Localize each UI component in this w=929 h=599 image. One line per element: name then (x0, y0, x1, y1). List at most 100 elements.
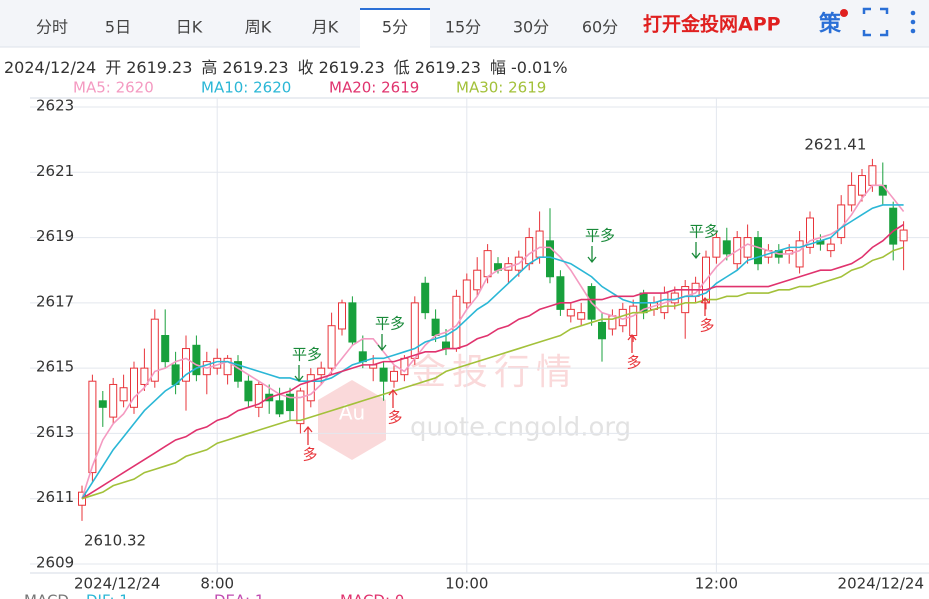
candle-body (88, 380, 97, 474)
candle-body (535, 230, 544, 258)
signal-arrow (388, 388, 398, 408)
signal-label: 平多 (375, 315, 405, 333)
info-value: 2619.23 (222, 58, 288, 77)
watermark-logo-shape (318, 380, 386, 460)
signal-label: 多 (302, 446, 317, 464)
legend-entry: MA10: 2620 (201, 79, 291, 97)
candle-body (275, 400, 284, 415)
watermark: Au 金投行情 quote.cngold.org (318, 352, 631, 460)
candle-body (670, 292, 679, 304)
candle-body (317, 367, 326, 376)
candle-body (712, 237, 721, 258)
candle-body (306, 374, 315, 402)
ma-line (81, 223, 905, 500)
y-tick-label: 2611 (36, 488, 74, 506)
signal-label: 平多 (292, 346, 322, 364)
footer: MACD DIF: 1 DEA: 1 MACD: 0 (24, 592, 404, 599)
tab[interactable]: 15分 (445, 18, 481, 37)
y-tick-label: 2617 (36, 292, 74, 310)
candle-body (296, 390, 305, 425)
signal-label: 多 (699, 317, 714, 335)
tab[interactable]: 60分 (582, 18, 618, 37)
signal-arrow (294, 365, 304, 383)
candle-body (556, 276, 565, 310)
candle-body (390, 370, 398, 382)
candle-body (795, 240, 804, 268)
info-label: 开 (105, 58, 121, 77)
candle-body (192, 344, 201, 376)
candle-body (234, 361, 242, 382)
ma-line (81, 184, 905, 499)
info-value: 2619.23 (319, 58, 385, 77)
candle-body (722, 240, 731, 255)
signal-arrow (303, 425, 313, 445)
y-tick-label: 2621 (36, 162, 74, 180)
info-label: 收 (298, 58, 314, 77)
fullscreen-icon[interactable] (862, 7, 889, 37)
y-tick-label: 2619 (36, 227, 74, 245)
candle-body (483, 250, 492, 278)
candle-body (826, 243, 835, 252)
signal-label: 多 (626, 354, 641, 372)
candle-body (546, 240, 554, 278)
info-label: 幅 (490, 58, 506, 77)
info-value: 2619.23 (415, 58, 481, 77)
footer-text: MACD (24, 592, 69, 599)
signal-arrow (587, 246, 597, 264)
footer-text: DEA: 1 (214, 592, 264, 599)
candle-body (462, 279, 471, 304)
candle-body (348, 302, 357, 343)
candle-body (286, 393, 294, 412)
app-link[interactable]: 打开金投网APP (643, 13, 781, 36)
candle-body (837, 204, 846, 239)
signal-arrow (627, 333, 637, 353)
footer-text: DIF: 1 (86, 592, 129, 599)
candle-body (618, 308, 627, 327)
signal-label: 平多 (689, 223, 719, 241)
watermark-url: quote.cngold.org (410, 413, 631, 443)
candle-body (681, 286, 690, 314)
legend-entry: MA5: 2620 (73, 79, 154, 97)
tab[interactable]: 分时 (36, 18, 68, 37)
candle-body (150, 318, 159, 382)
candle-body (566, 308, 575, 317)
tab[interactable]: 月K (312, 18, 339, 37)
signal-label: 平多 (585, 227, 615, 245)
tab[interactable]: 周K (245, 18, 272, 37)
candle-body (598, 321, 606, 340)
candle-body (421, 282, 430, 314)
low-label: 2610.32 (84, 531, 146, 549)
candle-body (858, 175, 866, 196)
signal-arrow (691, 242, 701, 260)
candle-body (806, 217, 814, 248)
ma-line (81, 204, 904, 500)
candle-body (525, 237, 534, 265)
strategy-icon[interactable]: 策 (819, 11, 842, 37)
y-tick-label: 2623 (36, 97, 74, 115)
tab[interactable]: 5日 (105, 18, 131, 37)
more-icon[interactable] (910, 10, 916, 34)
x-tick-label: 2024/12/24 (838, 575, 924, 593)
candle-body (878, 184, 887, 196)
info-date: 2024/12/24 (4, 58, 96, 77)
candle-body (577, 312, 586, 320)
tab[interactable]: 30分 (513, 18, 549, 37)
high-label: 2621.41 (804, 135, 866, 153)
x-tick-label: 12:00 (695, 575, 738, 593)
tabs: 分时 5日 日K 周K 月K 5分 15分 30分 60分 (36, 8, 618, 48)
info-label: 低 (394, 58, 410, 77)
legend-entry: MA20: 2619 (329, 79, 419, 97)
watermark-brand: 金投行情 (410, 352, 578, 393)
badge (840, 9, 848, 17)
signal-arrow (377, 334, 387, 352)
candle-body (379, 367, 388, 382)
info-line: 2024/12/24 开 2619.23 高 2619.23 收 2619.23 低 2619.… (4, 58, 568, 77)
tab[interactable]: 日K (176, 18, 203, 37)
tab[interactable]: 5分 (382, 18, 408, 37)
candle-body (847, 184, 856, 206)
candle-body (889, 207, 898, 245)
candle-body (254, 383, 263, 408)
candle-body (743, 237, 752, 258)
ma-line (81, 246, 904, 500)
